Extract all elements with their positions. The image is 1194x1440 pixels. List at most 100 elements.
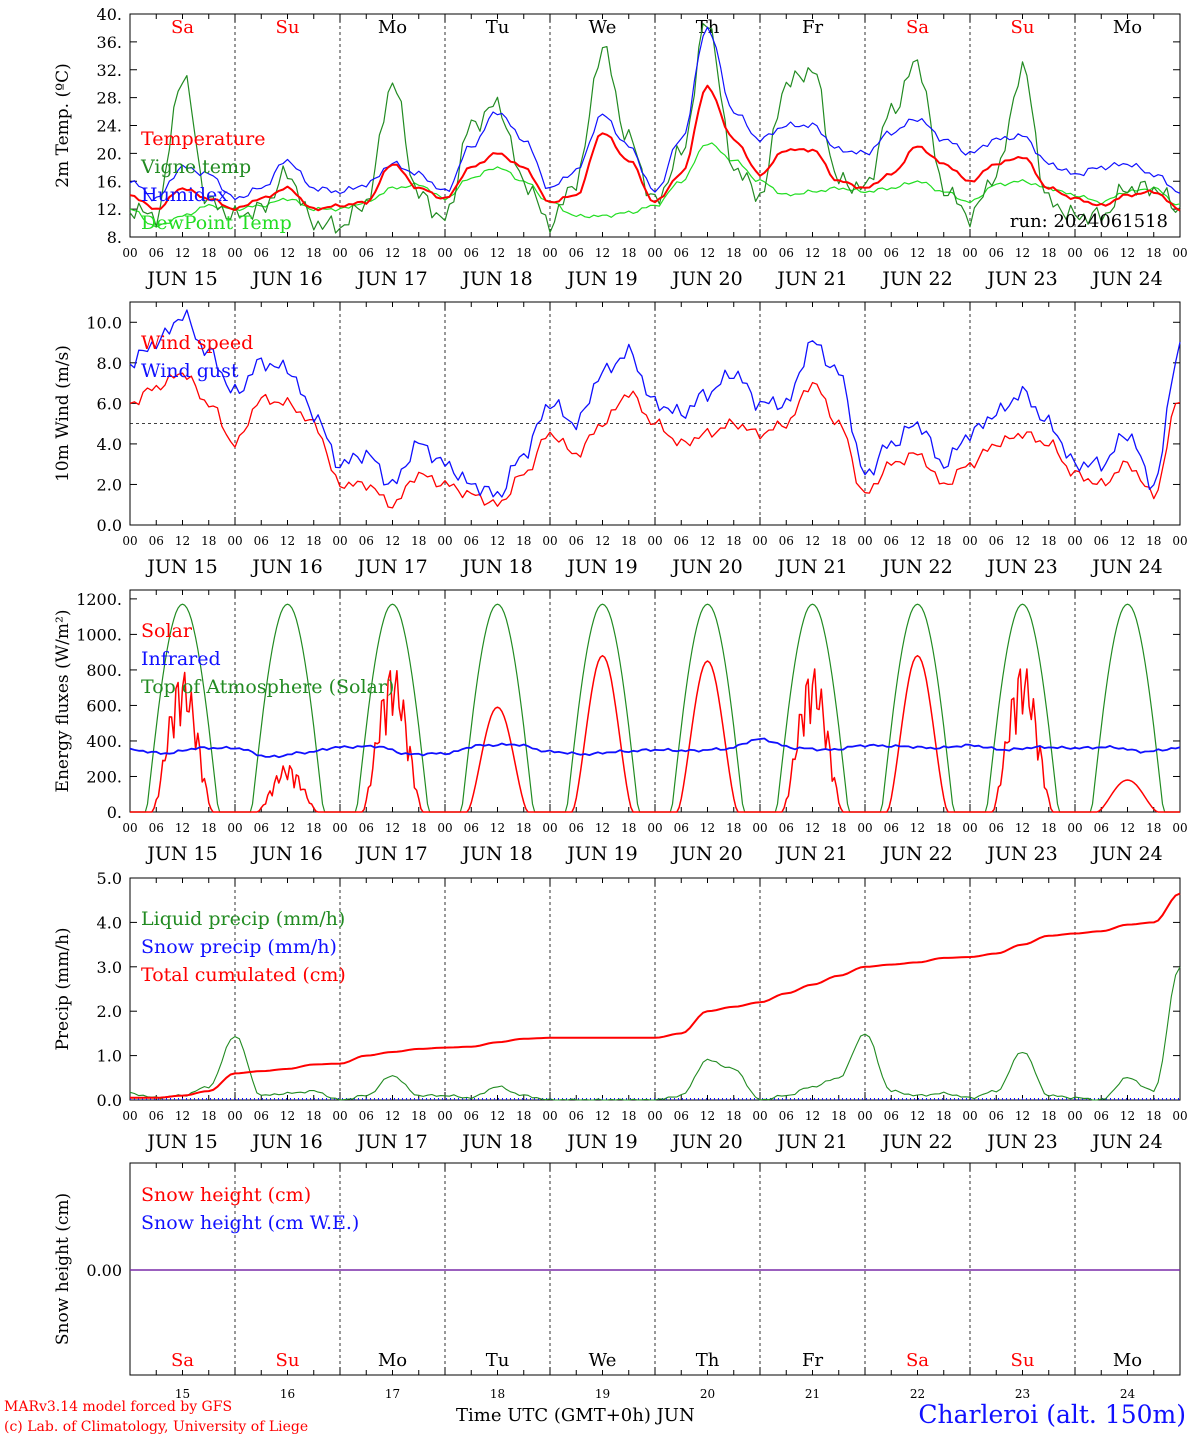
date-label: JUN 23: [985, 556, 1057, 578]
y-tick-label: 0.0: [97, 1091, 122, 1110]
day-name-label: Su: [1011, 17, 1035, 38]
hour-tick-label: 18: [411, 821, 426, 835]
hour-tick-label: 18: [1041, 821, 1056, 835]
date-label: JUN 16: [250, 268, 322, 290]
hour-tick-label: 00: [962, 821, 977, 835]
hour-tick-label: 00: [332, 534, 347, 548]
date-label: JUN 23: [985, 268, 1057, 290]
day-name-label: We: [589, 1350, 617, 1371]
hour-tick-label: 00: [1067, 1109, 1082, 1123]
date-label: JUN 24: [1090, 843, 1162, 865]
date-label: JUN 20: [670, 556, 742, 578]
panel-frame: [129, 13, 1181, 238]
hour-tick-label: 06: [569, 821, 584, 835]
legend-entry: Snow precip (mm/h): [141, 936, 337, 958]
hour-tick-label: 18: [411, 1109, 426, 1123]
date-label: JUN 21: [775, 268, 847, 290]
hour-tick-label: 00: [437, 821, 452, 835]
date-label: JUN 17: [355, 843, 427, 865]
hour-tick-label: 12: [1120, 1109, 1135, 1123]
hour-tick-label: 12: [385, 246, 400, 260]
legend-entry: Liquid precip (mm/h): [141, 908, 345, 930]
hour-tick-label: 00: [752, 821, 767, 835]
hour-tick-label: 12: [700, 534, 715, 548]
date-label: JUN 16: [250, 843, 322, 865]
legend-entry: Infrared: [141, 648, 221, 670]
hour-tick-label: 00: [962, 246, 977, 260]
y-tick-label: 5.0: [97, 869, 122, 888]
hour-tick-label: 18: [1146, 246, 1161, 260]
day-name-label: Su: [276, 1350, 300, 1371]
hour-tick-label: 18: [621, 534, 636, 548]
date-label: JUN 18: [460, 843, 532, 865]
y-axis-label: Energy fluxes (W/m²): [53, 610, 73, 793]
hour-tick-label: 18: [306, 821, 321, 835]
series-temperature: [129, 84, 1181, 212]
hour-tick-label: 18: [621, 246, 636, 260]
legend-entry: Temperature: [141, 128, 265, 150]
hour-tick-label: 18: [1146, 534, 1161, 548]
y-tick-label: 2.0: [97, 1002, 122, 1021]
hour-tick-label: 06: [884, 534, 899, 548]
hour-tick-label: 00: [122, 1109, 137, 1123]
y-tick-label: 600.: [86, 696, 122, 715]
hour-tick-label: 12: [700, 1109, 715, 1123]
hour-tick-label: 06: [779, 534, 794, 548]
hour-tick-label: 18: [516, 534, 531, 548]
y-tick-label: 0.: [107, 803, 122, 822]
date-label: JUN 19: [565, 556, 637, 578]
hour-tick-label: 00: [752, 1109, 767, 1123]
series-wind-gust: [129, 309, 1181, 498]
hour-tick-label: 18: [1146, 1109, 1161, 1123]
hour-tick-label: 18: [201, 1109, 216, 1123]
legend-entry: DewPoint Temp: [141, 212, 292, 234]
hour-tick-label: 00: [227, 1109, 242, 1123]
date-label: JUN 21: [775, 556, 847, 578]
hour-tick-label: 12: [385, 1109, 400, 1123]
hour-tick-label: 18: [201, 821, 216, 835]
y-tick-label: 32.: [97, 61, 122, 80]
hour-tick-label: 00: [227, 246, 242, 260]
hour-tick-label: 00: [437, 1109, 452, 1123]
panel-2: 00 06 12 18 00 06 12 18 00 06 12 18 00 06 12 18 00 06 12 18…: [53, 301, 1188, 578]
hour-tick-label: 12: [1120, 534, 1135, 548]
y-tick-label: 24.: [97, 117, 122, 136]
hour-tick-label: 12: [805, 821, 820, 835]
y-tick-label: 400.: [86, 732, 122, 751]
hour-tick-label: 06: [254, 246, 269, 260]
y-tick-label: 36.: [97, 33, 122, 52]
hour-tick-label: 06: [779, 246, 794, 260]
hour-tick-label: 18: [936, 1109, 951, 1123]
date-label: JUN 22: [880, 843, 952, 865]
day-name-label: Mo: [1113, 1350, 1142, 1371]
y-tick-label: 6.0: [97, 394, 122, 413]
hour-tick-label: 06: [989, 821, 1004, 835]
y-tick-label: 3.0: [97, 958, 122, 977]
hour-tick-label: 00: [437, 246, 452, 260]
date-label: JUN 22: [880, 1131, 952, 1153]
hour-tick-label: 00: [857, 534, 872, 548]
legend-entry: Total cumulated (cm): [141, 964, 346, 986]
y-tick-label: 20.: [97, 144, 122, 163]
hour-tick-label: 06: [674, 246, 689, 260]
hour-tick-label: 06: [149, 246, 164, 260]
y-axis-label: Snow height (cm): [53, 1193, 73, 1345]
date-label: JUN 22: [880, 268, 952, 290]
day-number-label: 15: [175, 1387, 190, 1401]
hour-tick-label: 12: [490, 821, 505, 835]
hour-tick-label: 12: [595, 534, 610, 548]
day-name-label: Fr: [802, 17, 823, 38]
footer-time-axis-label: Time UTC (GMT+0h) JUN: [456, 1405, 695, 1426]
footer-station-label: Charleroi (alt. 150m): [918, 1400, 1186, 1429]
hour-tick-label: 00: [752, 246, 767, 260]
day-number-label: 20: [700, 1387, 715, 1401]
hour-tick-label: 12: [910, 246, 925, 260]
hour-tick-label: 12: [175, 1109, 190, 1123]
hour-tick-label: 18: [1041, 1109, 1056, 1123]
date-label: JUN 18: [460, 1131, 532, 1153]
panel-4: 00 06 12 18 00 06 12 18 00 06 12 18 00 06 12 18 00 06 12 18…: [53, 869, 1188, 1153]
footer-lab-text: (c) Lab. of Climatology, University of L…: [4, 1419, 309, 1435]
hour-tick-label: 00: [332, 821, 347, 835]
date-label: JUN 16: [250, 556, 322, 578]
hour-tick-label: 12: [175, 821, 190, 835]
